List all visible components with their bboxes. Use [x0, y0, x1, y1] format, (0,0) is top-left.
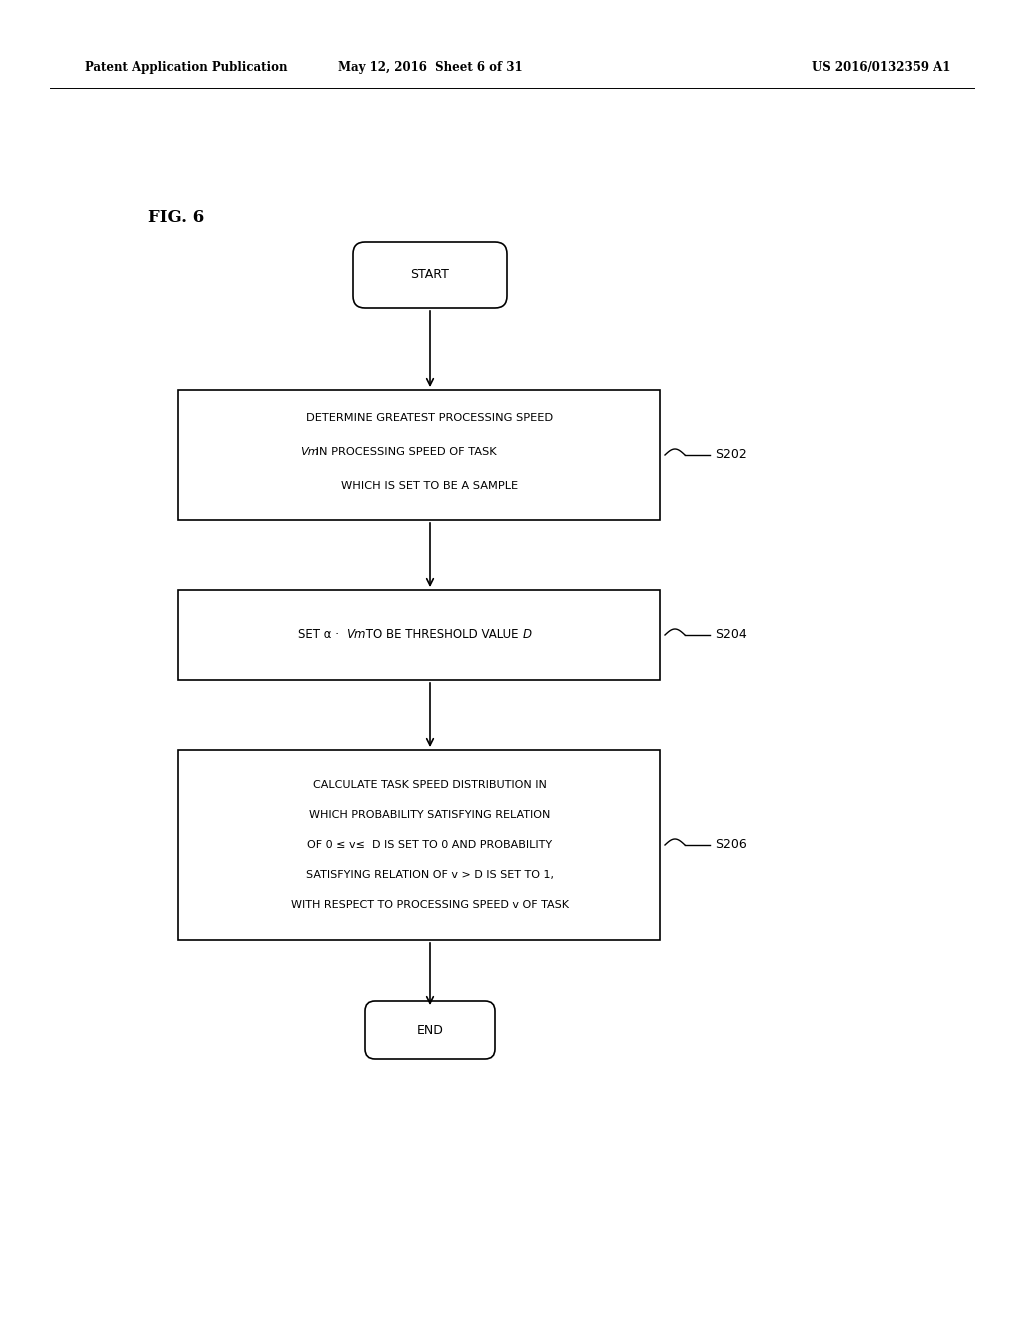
Text: TO BE THRESHOLD VALUE: TO BE THRESHOLD VALUE: [362, 628, 522, 642]
FancyBboxPatch shape: [365, 1001, 495, 1059]
Text: Vm: Vm: [346, 628, 366, 642]
Text: SATISFYING RELATION OF v > D IS SET TO 1,: SATISFYING RELATION OF v > D IS SET TO 1…: [306, 870, 554, 880]
Text: Patent Application Publication: Patent Application Publication: [85, 62, 288, 74]
Text: FIG. 6: FIG. 6: [148, 210, 204, 227]
Text: WITH RESPECT TO PROCESSING SPEED v OF TASK: WITH RESPECT TO PROCESSING SPEED v OF TA…: [291, 900, 569, 909]
Text: May 12, 2016  Sheet 6 of 31: May 12, 2016 Sheet 6 of 31: [338, 62, 522, 74]
Text: Vm: Vm: [300, 447, 318, 457]
Text: OF 0 ≤ v≤  D IS SET TO 0 AND PROBABILITY: OF 0 ≤ v≤ D IS SET TO 0 AND PROBABILITY: [307, 840, 553, 850]
Text: D: D: [523, 628, 532, 642]
Text: WHICH IS SET TO BE A SAMPLE: WHICH IS SET TO BE A SAMPLE: [341, 480, 518, 491]
FancyBboxPatch shape: [353, 242, 507, 308]
Text: WHICH PROBABILITY SATISFYING RELATION: WHICH PROBABILITY SATISFYING RELATION: [309, 810, 551, 820]
Text: US 2016/0132359 A1: US 2016/0132359 A1: [812, 62, 950, 74]
Text: SET α ·: SET α ·: [298, 628, 343, 642]
Text: S202: S202: [715, 449, 746, 462]
Text: END: END: [417, 1023, 443, 1036]
Text: DETERMINE GREATEST PROCESSING SPEED: DETERMINE GREATEST PROCESSING SPEED: [306, 413, 554, 422]
Text: START: START: [411, 268, 450, 281]
Text: CALCULATE TASK SPEED DISTRIBUTION IN: CALCULATE TASK SPEED DISTRIBUTION IN: [313, 780, 547, 789]
Bar: [178, 389, 660, 520]
Text: S206: S206: [715, 838, 746, 851]
Text: S204: S204: [715, 628, 746, 642]
Bar: [178, 750, 660, 940]
Bar: [178, 590, 660, 680]
Text: IN PROCESSING SPEED OF TASK: IN PROCESSING SPEED OF TASK: [312, 447, 497, 457]
Text: SET α · Vm TO BE THRESHOLD VALUE D: SET α · Vm TO BE THRESHOLD VALUE D: [313, 628, 547, 642]
